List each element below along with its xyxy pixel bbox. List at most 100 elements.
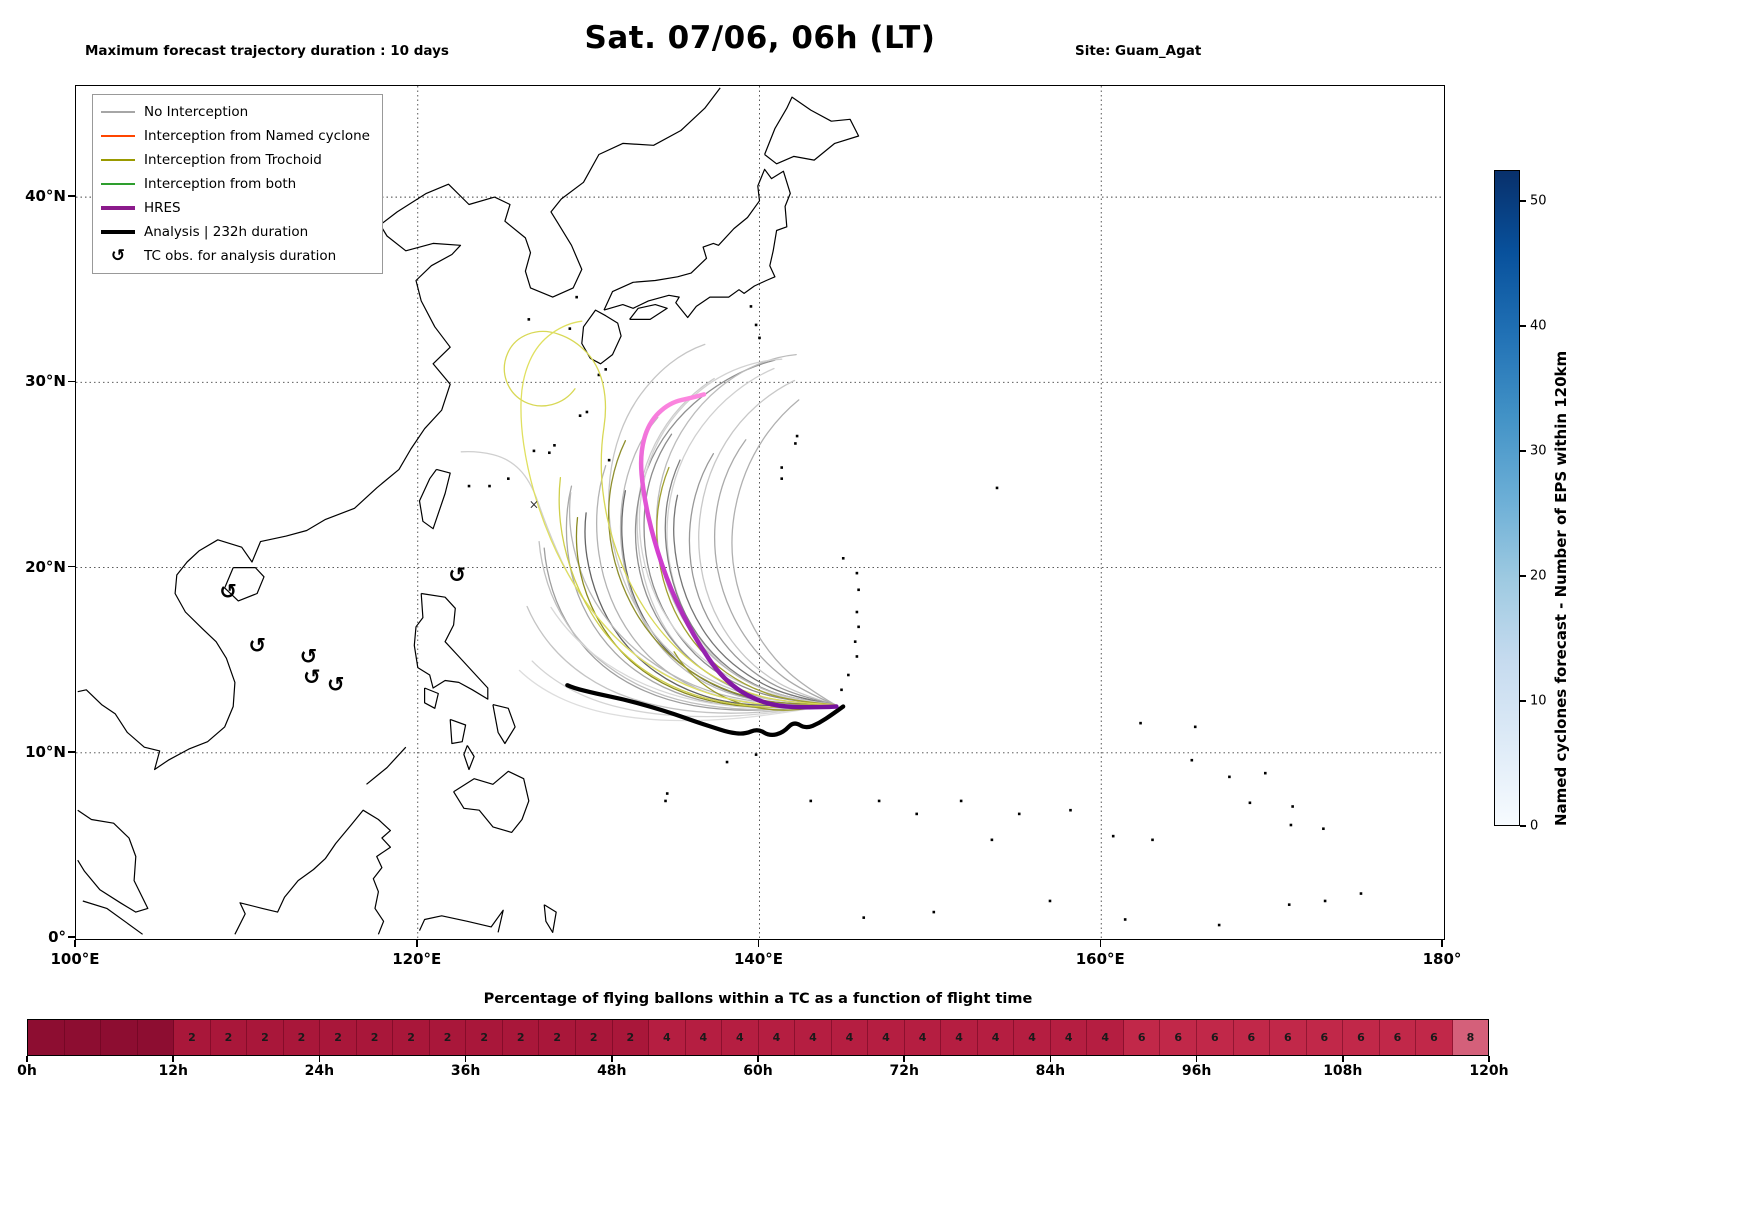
flight-bar-tick-mark bbox=[903, 1056, 905, 1062]
island-dot bbox=[507, 477, 510, 480]
island-dot bbox=[725, 760, 729, 764]
legend-item-label: No Interception bbox=[144, 104, 249, 120]
colorbar-tick-label: 50 bbox=[1530, 193, 1547, 209]
flight-bar-tick-mark bbox=[1195, 1056, 1198, 1062]
island-dot bbox=[527, 318, 531, 321]
coastline bbox=[77, 183, 495, 771]
flight-bar-segment: 6 bbox=[1123, 1020, 1161, 1055]
flight-bar-segment: 4 bbox=[904, 1020, 942, 1055]
flight-bar-segment: 4 bbox=[1050, 1020, 1088, 1055]
legend-line-swatch bbox=[101, 183, 135, 185]
tc-obs-symbol: ↺ bbox=[303, 665, 321, 689]
tc-obs-symbol: ↺ bbox=[219, 580, 237, 604]
y-tick-mark bbox=[68, 380, 75, 383]
legend: No Interception Interception from Named c… bbox=[92, 94, 383, 274]
trajectory-trochoid bbox=[520, 320, 836, 706]
flight-bar-segment: 4 bbox=[795, 1020, 832, 1055]
flight-bar-segment: 6 bbox=[1233, 1020, 1271, 1055]
coastline bbox=[603, 168, 791, 319]
cross-marker: × bbox=[529, 498, 539, 512]
config-line-duration: Maximum forecast trajectory duration : 1… bbox=[85, 42, 449, 59]
island-dot bbox=[1139, 721, 1142, 725]
flight-bar-segment: 4 bbox=[758, 1020, 796, 1055]
x-tick-label: 180° bbox=[1422, 950, 1462, 968]
x-tick-mark bbox=[416, 940, 418, 947]
trajectory-trochoid bbox=[558, 477, 836, 708]
flight-bar-tick-label: 108h bbox=[1323, 1063, 1363, 1079]
colorbar-tick-mark bbox=[1520, 700, 1526, 702]
flight-bar-tick-mark bbox=[318, 1056, 321, 1062]
flight-bar-segment bbox=[137, 1020, 175, 1055]
flight-bar-tick-mark bbox=[611, 1056, 613, 1062]
flight-bar-segment: 2 bbox=[320, 1020, 357, 1055]
colorbar bbox=[1494, 170, 1520, 826]
island-dot bbox=[578, 414, 582, 417]
island-dot bbox=[855, 571, 859, 575]
coastline bbox=[77, 809, 149, 913]
flight-bar-tick-label: 120h bbox=[1469, 1063, 1509, 1079]
x-tick-mark bbox=[74, 940, 76, 947]
colorbar-tick-label: 10 bbox=[1530, 693, 1547, 709]
colorbar-tick-label: 0 bbox=[1530, 818, 1539, 834]
flight-bar-segment: 6 bbox=[1306, 1020, 1344, 1055]
trajectory-trochoid bbox=[656, 466, 836, 706]
x-tick-label: 160°E bbox=[1075, 950, 1125, 968]
trajectory-no-interception bbox=[531, 660, 836, 718]
trajectory-no-interception bbox=[568, 491, 836, 706]
trajectory-no-interception bbox=[584, 512, 836, 707]
island-dot bbox=[840, 688, 843, 692]
legend-line-swatch bbox=[101, 111, 135, 113]
flight-bar-segment: 2 bbox=[429, 1020, 467, 1055]
colorbar-tick-label: 30 bbox=[1530, 443, 1547, 459]
island-dot bbox=[1248, 801, 1252, 805]
island-dot bbox=[1228, 775, 1231, 779]
island-dot bbox=[575, 295, 578, 299]
flight-bar-segment: 6 bbox=[1379, 1020, 1417, 1055]
flight-bar-segment: 2 bbox=[393, 1020, 430, 1055]
island-dot bbox=[995, 486, 999, 490]
trajectory-trochoid bbox=[673, 651, 836, 711]
flight-bar-tick-label: 36h bbox=[450, 1063, 481, 1079]
x-tick-mark bbox=[757, 940, 760, 947]
y-tick-label: 10°N bbox=[25, 742, 66, 761]
flight-bar-segment: 6 bbox=[1270, 1020, 1307, 1055]
island-dot bbox=[841, 557, 845, 560]
island-dot bbox=[932, 910, 936, 914]
island-dot bbox=[857, 625, 860, 629]
island-dot bbox=[857, 588, 860, 592]
legend-item-label: Interception from Trochoid bbox=[144, 152, 322, 168]
tc-obs-legend-icon: ↺ bbox=[110, 245, 126, 266]
y-tick-label: 0° bbox=[48, 928, 66, 946]
flight-bar-segment bbox=[101, 1020, 138, 1055]
island-dot bbox=[794, 442, 797, 445]
island-dot bbox=[467, 484, 471, 488]
island-dot bbox=[847, 673, 850, 677]
island-dot bbox=[1323, 899, 1327, 903]
trajectory-no-interception bbox=[619, 416, 836, 706]
coastline bbox=[453, 770, 530, 833]
flight-bar-segment bbox=[64, 1020, 102, 1055]
island-dot bbox=[1359, 892, 1363, 895]
coastline bbox=[424, 687, 439, 709]
flight-bar-tick-mark bbox=[26, 1056, 28, 1062]
flight-bar-tick-mark bbox=[172, 1056, 174, 1062]
trajectory-no-interception bbox=[673, 494, 836, 706]
island-dot bbox=[1190, 758, 1194, 762]
flight-bar-segment: 6 bbox=[1416, 1020, 1453, 1055]
island-dot bbox=[548, 451, 551, 455]
flight-bar-segment: 4 bbox=[685, 1020, 723, 1055]
island-dot bbox=[568, 327, 572, 330]
flight-bar-segment: 2 bbox=[247, 1020, 284, 1055]
flight-bar-tick-label: 24h bbox=[304, 1063, 335, 1079]
legend-item-label: HRES bbox=[144, 200, 181, 216]
legend-item: No Interception bbox=[101, 100, 370, 124]
trajectory-trochoid bbox=[503, 330, 836, 706]
plot-title: Sat. 07/06, 06h (LT) bbox=[584, 20, 936, 56]
island-dot bbox=[1069, 808, 1072, 812]
island-dot bbox=[1111, 834, 1115, 838]
island-dot bbox=[1263, 771, 1267, 775]
x-tick-mark bbox=[1099, 940, 1101, 947]
flight-bar-tick-mark bbox=[464, 1056, 467, 1062]
